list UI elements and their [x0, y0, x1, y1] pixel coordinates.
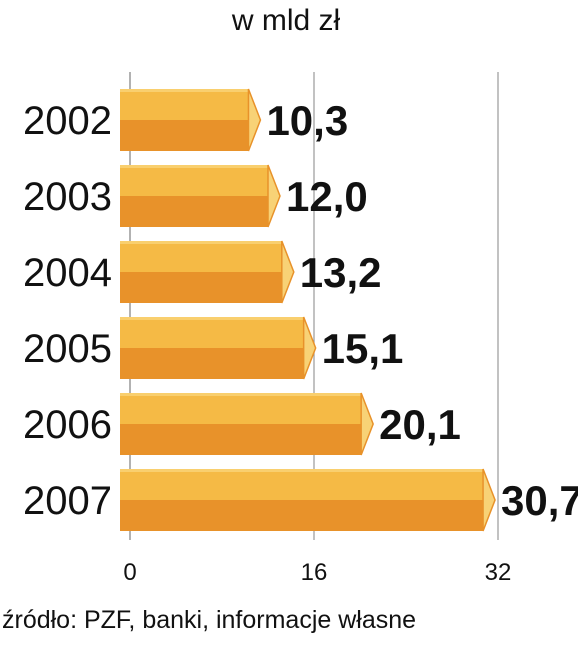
bar-highlight: [120, 241, 282, 244]
value-label: 20,1: [379, 401, 461, 448]
bar-2002: 2002 10,3: [23, 88, 348, 152]
bar-cap: [360, 392, 374, 456]
x-tick-label: 16: [301, 559, 328, 586]
bar-lower: [120, 424, 362, 455]
bar-2004: 2004 13,2: [23, 240, 382, 304]
value-label: 12,0: [286, 173, 368, 220]
category-label: 2003: [23, 175, 112, 219]
bar-cap: [267, 164, 281, 228]
bar-highlight: [120, 317, 304, 320]
bar-cap: [482, 468, 496, 532]
value-label: 10,3: [266, 97, 348, 144]
bar-highlight: [120, 469, 484, 472]
bar-lower: [120, 500, 484, 531]
bar-2006: 2006 20,1: [23, 392, 461, 456]
bar-cap: [281, 240, 295, 304]
bar-lower: [120, 196, 268, 227]
bar-upper: [120, 393, 362, 424]
value-label: 13,2: [300, 249, 382, 296]
category-label: 2002: [23, 99, 112, 143]
x-tick-label: 0: [123, 559, 136, 586]
bar-lower: [120, 272, 282, 303]
category-label: 2007: [23, 479, 112, 523]
category-label: 2006: [23, 403, 112, 447]
bar-lower: [120, 120, 249, 151]
bar-upper: [120, 165, 268, 196]
bar-upper: [120, 241, 282, 272]
bar-2007: 2007 30,7: [23, 468, 578, 532]
value-label: 30,7: [501, 477, 578, 524]
bar-2003: 2003 12,0: [23, 164, 368, 228]
bar-2005: 2005 15,1: [23, 316, 404, 380]
bar-highlight: [120, 165, 268, 168]
bar-upper: [120, 89, 249, 120]
bar-upper: [120, 469, 484, 500]
bar-highlight: [120, 393, 362, 396]
bar-cap: [302, 316, 317, 380]
category-label: 2004: [23, 251, 112, 295]
value-label: 15,1: [322, 325, 404, 372]
bar-upper: [120, 317, 304, 348]
x-tick-label: 32: [485, 559, 512, 586]
source-note: źródło: PZF, banki, informacje własne: [2, 606, 416, 634]
category-label: 2005: [23, 327, 112, 371]
bar-lower: [120, 348, 304, 379]
chart-subtitle: w mld zł: [231, 4, 341, 37]
bar-cap: [247, 88, 262, 152]
bar-highlight: [120, 89, 249, 92]
